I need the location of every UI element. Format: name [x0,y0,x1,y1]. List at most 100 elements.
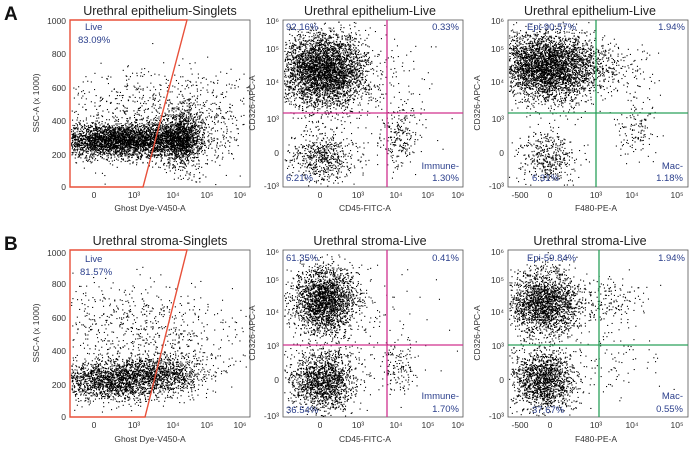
event-dot [132,130,134,132]
event-dot [78,138,80,140]
event-dot [79,141,81,143]
event-dot [154,129,156,131]
event-dot [117,151,119,153]
event-dot [122,132,124,134]
event-dot [101,146,103,148]
event-dot [112,134,114,136]
event-dot [113,147,115,149]
event-dot [71,143,73,145]
event-dot [137,158,139,160]
event-dot [122,159,124,161]
event-dot [166,131,168,133]
event-dot [179,102,181,104]
event-dot [165,145,167,147]
event-dot [72,136,74,138]
event-dot [106,144,108,146]
event-dot [110,134,112,136]
event-dot [99,124,101,126]
event-dot [186,126,188,128]
event-dot [97,112,99,114]
event-dot [163,164,165,166]
event-dot [196,181,198,183]
event-dot [74,154,76,156]
event-dot [129,153,131,155]
event-dot [143,143,145,145]
event-dot [185,136,187,138]
event-dot [162,143,164,145]
event-dot [95,158,97,160]
event-dot [79,135,81,137]
event-dot [73,145,75,147]
event-dot [109,145,111,147]
event-dot [154,147,156,149]
panel-letter-a: A [4,4,18,25]
event-dot [79,120,81,122]
event-dot [181,133,183,135]
event-dot [135,120,137,122]
event-dot [199,137,201,139]
event-dot [115,119,117,121]
event-dot [136,126,138,128]
event-dot [179,146,181,148]
event-dot [125,145,127,147]
event-dot [164,75,166,77]
event-dot [117,132,119,134]
event-dot [168,134,170,136]
event-dot [104,130,106,132]
event-dot [86,157,88,159]
event-dot [230,137,232,139]
event-dot [194,156,196,158]
event-dot [182,139,184,141]
event-dot [147,115,149,117]
event-dot [132,150,134,152]
event-dot [162,135,164,137]
event-dot [106,155,108,157]
event-dot [161,120,163,122]
event-dot [204,149,206,151]
event-dot [101,145,103,147]
event-dot [177,153,179,155]
event-dot [72,130,74,132]
event-dot [159,126,161,128]
event-dot [190,140,192,142]
event-dot [189,151,191,153]
event-dot [183,146,185,148]
event-dot [115,139,117,141]
event-dot [85,152,87,154]
event-dot [194,128,196,130]
event-dot [80,125,82,127]
event-dot [189,143,191,145]
event-dot [177,103,179,105]
event-dot [179,132,181,134]
event-dot [148,139,150,141]
event-dot [145,136,147,138]
event-dot [111,154,113,156]
event-dot [140,102,142,104]
event-dot [86,138,88,140]
event-dot [128,128,130,130]
event-dot [156,141,158,143]
event-dot [103,145,105,147]
event-dot [129,136,131,138]
event-dot [119,153,121,155]
event-dot [128,143,130,145]
event-dot [132,140,134,142]
event-dot [181,134,183,136]
event-dot [175,129,177,131]
event-dot [88,140,90,142]
event-dot [132,127,134,129]
event-dot [100,138,102,140]
event-dot [149,141,151,143]
event-dot [120,136,122,138]
event-dot [134,144,136,146]
event-dot [101,128,103,130]
event-dot [106,158,108,160]
event-dot [163,125,165,127]
event-dot [93,153,95,155]
event-dot [142,135,144,137]
event-dot [133,144,135,146]
event-dot [108,146,110,148]
event-dot [182,151,184,153]
event-dot [133,140,135,142]
event-dot [188,105,190,107]
